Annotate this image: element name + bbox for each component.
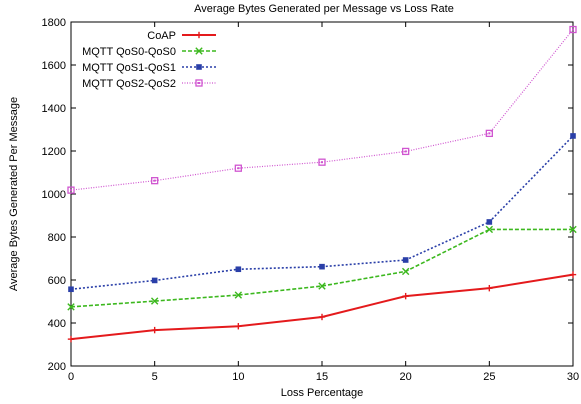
x-axis: 0 5 10 15 20 25 30 [68, 22, 579, 383]
y-tick-label: 1000 [42, 189, 66, 201]
data-point [151, 326, 158, 334]
data-point [570, 133, 576, 139]
x-tick-label: 25 [483, 371, 495, 383]
legend-label: MQTT QoS0-QoS0 [82, 46, 176, 58]
series-line [70, 273, 574, 341]
legend-item: MQTT QoS1-QoS1 [82, 62, 216, 74]
data-point [486, 284, 493, 292]
data-point [318, 282, 326, 290]
x-tick-label: 15 [316, 371, 328, 383]
chart-title: Average Bytes Generated per Message vs L… [194, 3, 454, 15]
x-tick-label: 0 [68, 371, 74, 383]
x-tick-label: 10 [232, 371, 244, 383]
data-point [319, 263, 325, 270]
y-axis-title: Average Bytes Generated Per Message [8, 97, 20, 291]
legend-item: CoAP [147, 30, 216, 42]
data-point [402, 257, 409, 263]
y-tick-label: 600 [48, 275, 66, 287]
x-tick-label: 5 [152, 371, 158, 383]
data-point [67, 335, 75, 343]
legend-swatch-marker [196, 64, 202, 70]
series-1 [67, 271, 577, 343]
legend-swatch-marker [195, 31, 203, 39]
y-tick-label: 1800 [42, 17, 66, 29]
legend-label: CoAP [147, 30, 176, 42]
series-layer [67, 25, 577, 343]
x-tick-label: 20 [400, 371, 412, 383]
data-point [150, 297, 159, 305]
data-point [67, 186, 75, 194]
data-point [151, 177, 159, 185]
data-point [485, 129, 493, 138]
x-tick-label: 30 [567, 371, 579, 383]
data-point [235, 323, 242, 330]
y-tick-label: 1400 [42, 103, 66, 115]
data-point [402, 147, 410, 156]
data-point [569, 225, 577, 234]
series-3 [68, 133, 576, 293]
data-point [569, 271, 577, 278]
data-point [235, 266, 242, 273]
data-point [402, 292, 409, 300]
data-point [234, 291, 243, 299]
y-axis: 200 400 600 800 1000 1200 1400 1600 1800 [42, 17, 573, 373]
data-point [151, 277, 158, 284]
legend-label: MQTT QoS2-QoS2 [82, 78, 176, 90]
series-2 [67, 225, 577, 311]
y-tick-label: 1200 [42, 146, 66, 158]
legend-item: MQTT QoS2-QoS2 [82, 78, 216, 90]
y-tick-label: 200 [48, 361, 66, 373]
data-point [318, 158, 326, 166]
data-point [486, 219, 493, 225]
data-point [569, 25, 577, 34]
legend-label: MQTT QoS1-QoS1 [82, 62, 176, 74]
data-point [234, 164, 242, 172]
legend-item: MQTT QoS0-QoS0 [82, 46, 216, 58]
data-point [318, 313, 326, 321]
data-point [67, 303, 75, 311]
data-point [485, 225, 494, 234]
data-point [68, 286, 74, 293]
y-tick-label: 800 [48, 232, 66, 244]
data-point [401, 267, 410, 276]
legend: CoAP MQTT QoS0-QoS0 MQTT QoS1-QoS1 MQTT QoS… [82, 30, 216, 90]
legend-swatch-marker [195, 79, 203, 87]
series-4 [67, 25, 577, 194]
x-axis-title: Loss Percentage [281, 387, 364, 399]
y-tick-label: 1600 [42, 60, 66, 72]
y-tick-label: 400 [48, 318, 66, 330]
legend-swatch-marker [195, 47, 203, 55]
